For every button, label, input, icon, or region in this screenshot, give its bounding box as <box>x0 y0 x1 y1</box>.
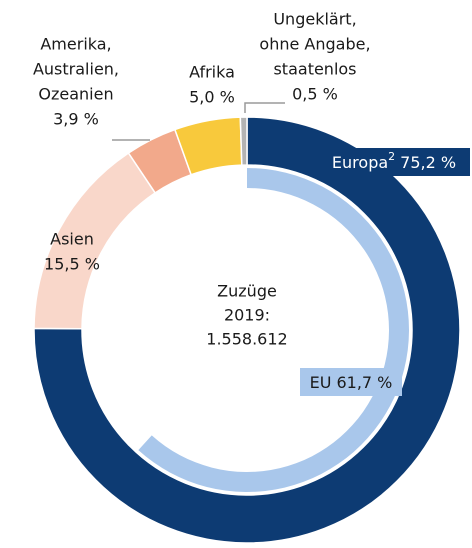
center-label: Zuzüge <box>217 282 277 301</box>
label-box <box>318 148 470 176</box>
leader-line <box>244 102 285 113</box>
segment-label: Australien, <box>33 60 119 79</box>
segment-label: Europa2 75,2 % <box>332 150 456 172</box>
segment-label: Ungeklärt, <box>273 10 356 29</box>
segment-value-label: 75,2 % <box>400 153 456 172</box>
label-box <box>300 368 402 396</box>
footnote: 2 <box>388 150 395 163</box>
center-label: 1.558.612 <box>206 330 287 349</box>
inner-segment <box>138 168 409 493</box>
segment-label: Ozeanien <box>38 85 113 104</box>
donut-segment <box>239 116 248 166</box>
inner-label: EU 61,7 % <box>310 373 393 392</box>
segment-label: staatenlos <box>273 60 356 79</box>
segment-name: Europa <box>332 153 388 172</box>
segment-value-label: 3,9 % <box>53 110 99 129</box>
segment-label: ohne Angabe, <box>259 35 370 54</box>
center-label: 2019: <box>224 306 270 325</box>
inner-name: EU <box>310 373 332 392</box>
segment-label: Afrika <box>189 63 235 82</box>
segment-label: Asien <box>50 230 94 249</box>
inner-value-label: 61,7 % <box>336 373 392 392</box>
segment-value-label: 0,5 % <box>292 85 338 104</box>
segment-label: Amerika, <box>40 35 111 54</box>
donut-segment <box>33 116 461 544</box>
segment-value-label: 15,5 % <box>44 255 100 274</box>
segment-value-label: 5,0 % <box>189 88 235 107</box>
